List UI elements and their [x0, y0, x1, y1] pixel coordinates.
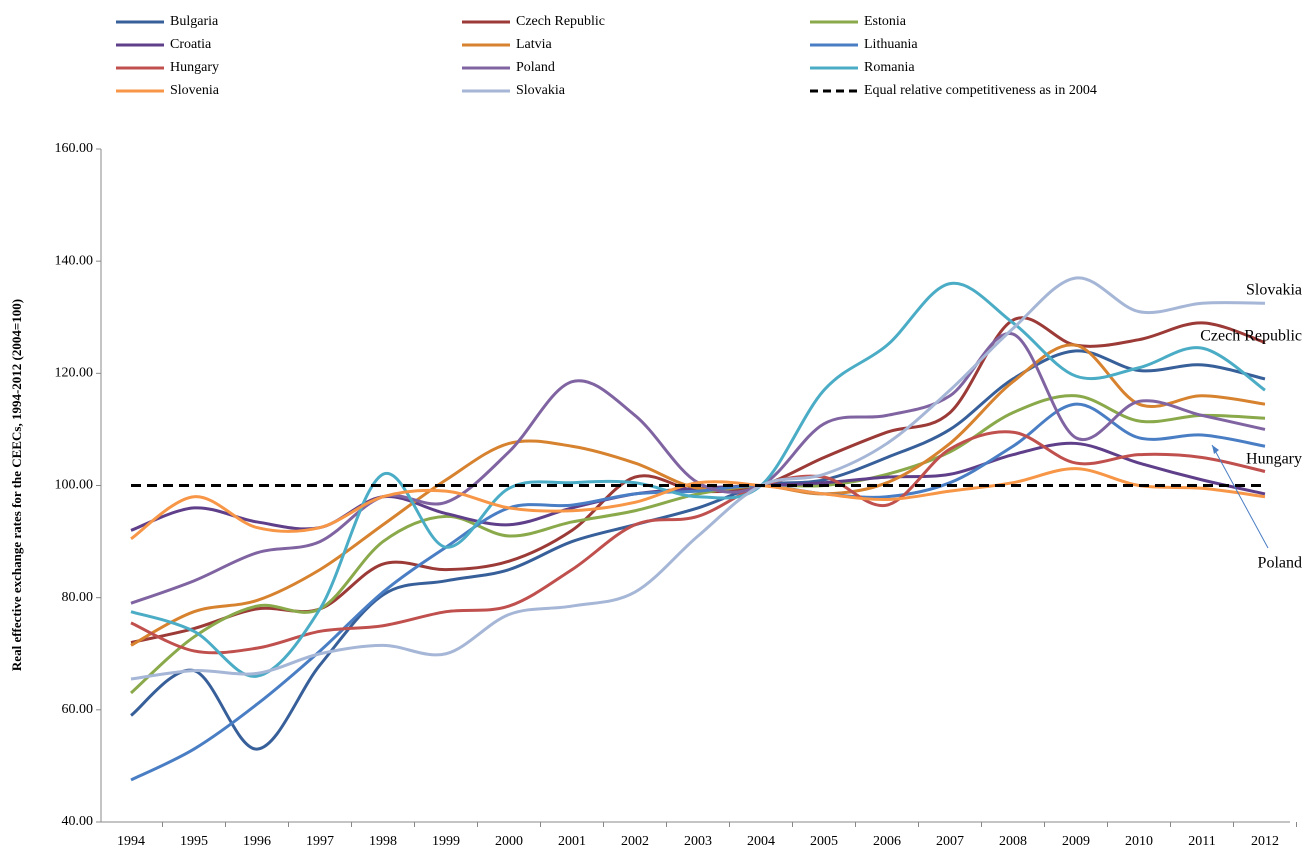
- x-tick-label: 2008: [999, 834, 1027, 849]
- series-line: [130, 281, 1266, 678]
- legend-label: Lithuania: [864, 37, 918, 52]
- series-line: [130, 430, 1266, 655]
- y-tick-label: 80.00: [62, 590, 94, 605]
- legend-label: Latvia: [516, 37, 553, 52]
- x-tick-label: 2004: [747, 834, 775, 849]
- x-tick-label: 1998: [369, 834, 397, 849]
- legend-label: Slovenia: [170, 83, 220, 98]
- x-tick-label: 2002: [621, 834, 649, 849]
- x-tick-label: 1997: [306, 834, 334, 849]
- x-tick-label: 2012: [1251, 834, 1279, 849]
- series-line: [130, 343, 1266, 647]
- series-line: [130, 332, 1266, 605]
- legend-label: Bulgaria: [170, 14, 219, 29]
- legend-label: Croatia: [170, 37, 212, 52]
- series-line: [130, 394, 1266, 695]
- legend-label: Equal relative competitiveness as in 200…: [864, 83, 1097, 98]
- legend-label: Hungary: [170, 60, 219, 75]
- x-tick-label: 2011: [1188, 834, 1215, 849]
- y-tick-label: 40.00: [62, 814, 94, 829]
- legend-label: Romania: [864, 60, 915, 75]
- x-tick-label: 1999: [432, 834, 460, 849]
- y-tick-label: 140.00: [55, 253, 94, 268]
- y-tick-label: 60.00: [62, 702, 94, 717]
- x-tick-label: 2000: [495, 834, 523, 849]
- annotation-arrow: [1211, 444, 1269, 549]
- series-line: [130, 316, 1266, 644]
- x-tick-label: 2009: [1062, 834, 1090, 849]
- series-line: [130, 467, 1266, 541]
- x-tick-label: 1996: [243, 834, 271, 849]
- x-tick-label: 1994: [117, 834, 145, 849]
- annotation: Czech Republic: [1200, 328, 1302, 345]
- y-tick-label: 120.00: [55, 366, 94, 381]
- annotation: Poland: [1258, 555, 1302, 572]
- legend-label: Slovakia: [516, 83, 566, 98]
- annotation: Slovakia: [1246, 282, 1302, 299]
- y-tick-label: 100.00: [55, 478, 94, 493]
- legend-label: Czech Republic: [516, 14, 605, 29]
- legend-label: Poland: [516, 60, 555, 75]
- x-tick-label: 2003: [684, 834, 712, 849]
- x-tick-label: 1995: [180, 834, 208, 849]
- x-tick-label: 2007: [936, 834, 964, 849]
- series-line: [130, 276, 1266, 681]
- x-tick-label: 2006: [873, 834, 901, 849]
- series-line: [130, 349, 1266, 751]
- legend-label: Estonia: [864, 14, 907, 29]
- x-tick-label: 2010: [1125, 834, 1153, 849]
- annotation: Hungary: [1246, 451, 1302, 468]
- x-tick-label: 2001: [558, 834, 586, 849]
- y-axis-label: Real effective exchange rates for the CE…: [9, 299, 24, 671]
- annotation-arrowhead: [1212, 445, 1219, 454]
- x-tick-label: 2005: [810, 834, 838, 849]
- y-tick-label: 160.00: [55, 141, 94, 156]
- series-line: [130, 402, 1266, 782]
